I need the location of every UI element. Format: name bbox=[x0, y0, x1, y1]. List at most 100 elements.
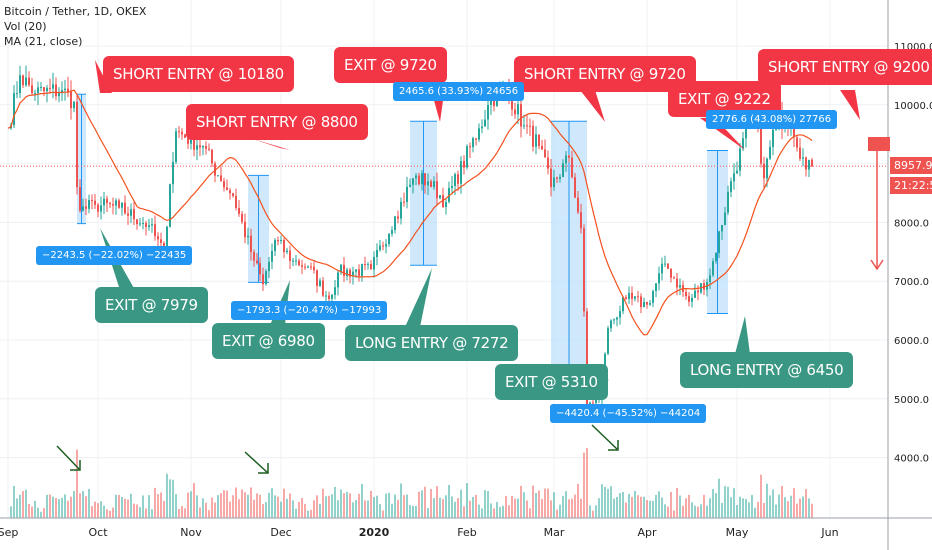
volume-bar bbox=[43, 508, 45, 518]
volume-bar bbox=[277, 496, 279, 518]
callout-exit-9720-a[interactable]: EXIT @ 9720 bbox=[334, 47, 447, 83]
candle-body bbox=[421, 173, 423, 185]
volume-bar bbox=[751, 494, 753, 518]
volume-bar bbox=[691, 502, 693, 518]
candle-body bbox=[493, 98, 495, 106]
candle-body bbox=[220, 175, 222, 182]
callout-long-entry-6450[interactable]: LONG ENTRY @ 6450 bbox=[680, 352, 854, 388]
volume-bar bbox=[757, 501, 759, 518]
candle-body bbox=[373, 257, 375, 270]
volume-bar bbox=[454, 501, 456, 518]
candle-body bbox=[547, 157, 549, 169]
candle-body bbox=[313, 266, 315, 271]
volume-bar bbox=[415, 505, 417, 518]
volume-bar bbox=[577, 483, 579, 518]
candle-body bbox=[310, 266, 312, 268]
volume-bar bbox=[160, 492, 162, 518]
volume-bar bbox=[457, 498, 459, 518]
y-tick-label: 7000.0 bbox=[894, 277, 929, 288]
candle-body bbox=[52, 84, 54, 89]
candle-body bbox=[655, 283, 657, 292]
callout-short-entry-8800[interactable]: SHORT ENTRY @ 8800 bbox=[186, 104, 368, 140]
volume-bar bbox=[232, 495, 234, 518]
volume-bar bbox=[685, 498, 687, 518]
volume-bar bbox=[13, 485, 15, 518]
candle-body bbox=[193, 131, 195, 150]
volume-bar bbox=[727, 486, 729, 518]
volume-bar bbox=[250, 487, 252, 518]
volume-bar bbox=[313, 500, 315, 518]
candle-body bbox=[277, 240, 279, 242]
volume-bar bbox=[511, 495, 513, 518]
callout-short-entry-9200[interactable]: SHORT ENTRY @ 9200 bbox=[758, 49, 932, 85]
x-tick-label: Jun bbox=[820, 526, 838, 539]
volume-bar bbox=[739, 496, 741, 518]
candle-body bbox=[61, 90, 63, 94]
x-tick-label: Apr bbox=[637, 526, 657, 539]
volume-bar bbox=[553, 492, 555, 518]
volume-bar bbox=[82, 491, 84, 518]
volume-bar bbox=[403, 495, 405, 518]
volume-bar bbox=[73, 491, 75, 518]
volume-bar bbox=[451, 496, 453, 518]
candle-body bbox=[187, 137, 189, 144]
volume-bar bbox=[79, 493, 81, 518]
candle-body bbox=[295, 260, 297, 262]
volume-bar bbox=[661, 497, 663, 518]
candle-body bbox=[40, 87, 42, 89]
volume-bar bbox=[40, 511, 42, 518]
candle-body bbox=[262, 274, 264, 285]
candle-body bbox=[763, 163, 765, 179]
candle-body bbox=[667, 263, 669, 269]
volume-bar bbox=[298, 502, 300, 518]
candle-body bbox=[517, 104, 519, 115]
candle-body bbox=[676, 278, 678, 288]
candle-body bbox=[592, 402, 594, 404]
volume-bar bbox=[424, 486, 426, 518]
candle-body bbox=[427, 181, 429, 186]
candle-body bbox=[247, 235, 249, 238]
candle-body bbox=[79, 187, 81, 211]
candle-body bbox=[433, 181, 435, 187]
candle-body bbox=[457, 174, 459, 184]
volume-bar bbox=[334, 486, 336, 518]
volume-bar bbox=[556, 509, 558, 518]
callout-exit-5310[interactable]: EXIT @ 5310 bbox=[495, 364, 608, 400]
volume-bar bbox=[364, 500, 366, 518]
candle-body bbox=[799, 147, 801, 159]
callout-short-entry-9720[interactable]: SHORT ENTRY @ 9720 bbox=[514, 56, 696, 92]
volume-bar bbox=[526, 500, 528, 518]
candle-body bbox=[727, 191, 729, 213]
callout-exit-6980[interactable]: EXIT @ 6980 bbox=[212, 323, 325, 359]
chart-legend: Bitcoin / Tether, 1D, OKEX Vol (20) MA (… bbox=[4, 4, 146, 49]
callout-long-entry-7272[interactable]: LONG ENTRY @ 7272 bbox=[345, 325, 519, 361]
volume-bar bbox=[697, 506, 699, 518]
volume-bar bbox=[100, 501, 102, 518]
volume-bar bbox=[715, 493, 717, 518]
candle-body bbox=[679, 285, 681, 288]
candle-body bbox=[370, 263, 372, 270]
candle-body bbox=[223, 181, 225, 188]
volume-bar bbox=[22, 491, 24, 518]
volume-bar bbox=[694, 505, 696, 518]
measure-label-4: −4420.4 (−45.52%) −44204 bbox=[550, 404, 707, 423]
volume-bar bbox=[286, 498, 288, 518]
candle-body bbox=[385, 244, 387, 247]
volume-bar bbox=[391, 503, 393, 518]
candle-body bbox=[364, 264, 366, 266]
candle-body bbox=[106, 198, 108, 204]
callout-exit-7979[interactable]: EXIT @ 7979 bbox=[95, 287, 208, 323]
volume-bar bbox=[658, 491, 660, 518]
volume-bar bbox=[541, 499, 543, 518]
volume-bar bbox=[175, 494, 177, 518]
callout-short-entry-10180[interactable]: SHORT ENTRY @ 10180 bbox=[103, 56, 294, 92]
candle-body bbox=[709, 275, 711, 283]
x-tick-label: Oct bbox=[88, 526, 108, 539]
candle-body bbox=[772, 129, 774, 147]
candle-body bbox=[535, 134, 537, 147]
volume-bar bbox=[340, 489, 342, 518]
volume-bar bbox=[640, 496, 642, 518]
volume-bar bbox=[610, 486, 612, 518]
volume-bar bbox=[643, 496, 645, 518]
